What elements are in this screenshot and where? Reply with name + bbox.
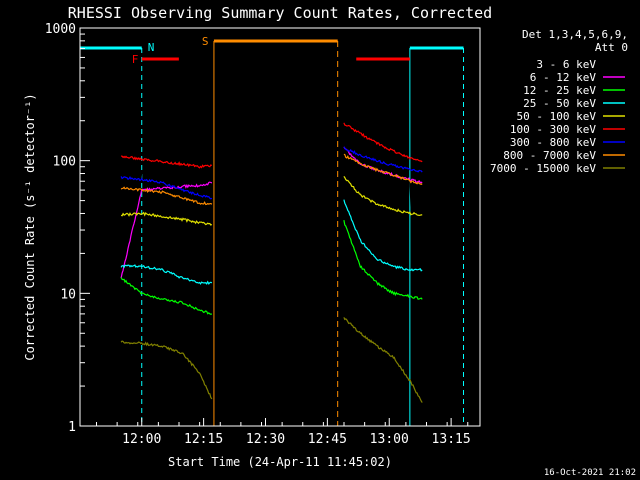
legend-label-7: 800 - 7000 keV [503,149,596,162]
legend-label-6: 300 - 800 keV [510,136,596,149]
timestamp: 16-Oct-2021 21:02 [544,468,636,478]
plot-frame [79,27,481,427]
y-axis: 1 10 100 1000 [45,22,90,435]
x-tick-label-2: 12:30 [246,432,285,447]
y-tick-label-3: 1000 [45,22,76,37]
legend-label-4: 50 - 100 keV [517,110,597,123]
legend-label-1: 6 - 12 keV [530,71,597,84]
series-line-5-seg2 [343,122,423,163]
flare-flag-label: F [132,53,139,66]
x-axis: 12:00 12:15 12:30 12:45 13:00 13:15 [96,418,471,447]
x-tick-label-3: 12:45 [308,432,347,447]
x-tick-label-1: 12:15 [184,432,223,447]
series-line-4-seg2 [343,175,423,217]
x-tick-label-5: 13:15 [432,432,471,447]
series-line-3-seg2 [343,199,423,272]
series-line-3-seg1 [120,264,213,285]
night-flag-label: N [148,41,155,54]
series-line-7-seg2 [343,153,423,185]
series-line-8-seg2 [343,317,423,403]
legend-header-line-1: Det 1,3,4,5,6,9, [522,28,628,41]
series-line-6-seg2 [343,146,423,173]
series-line-0-seg1 [120,162,213,319]
y-tick-label-0: 1 [68,420,76,435]
legend-label-0: 3 - 6 keV [536,58,596,71]
y-tick-label-1: 10 [60,287,76,302]
series-line-2-seg2 [343,219,423,300]
legend-label-2: 12 - 25 keV [523,84,596,97]
series-line-8-seg1 [120,340,213,400]
chart-title: RHESSI Observing Summary Count Rates, Co… [68,4,492,22]
series-line-2-seg1 [120,277,213,315]
x-tick-label-4: 13:00 [370,432,409,447]
orbit-flags: NF S [80,35,464,426]
series-line-4-seg1 [120,211,213,226]
y-tick-label-2: 100 [53,155,76,170]
x-axis-label: Start Time (24-Apr-11 11:45:02) [168,455,392,469]
legend-label-8: 7000 - 15000 keV [490,162,596,175]
y-axis-label: Corrected Count Rate (s⁻¹ detector⁻¹) [23,93,37,360]
series-line-6-seg1 [120,175,213,200]
series-line-7-seg1 [120,186,213,206]
plot-lines [120,122,423,403]
x-tick-label-0: 12:00 [122,432,161,447]
saa-flag-label: S [202,35,209,48]
legend-label-3: 25 - 50 keV [523,97,596,110]
series-line-5-seg1 [120,155,213,169]
legend-header-line-2: Att 0 [595,41,628,54]
legend-label-5: 100 - 300 keV [510,123,596,136]
